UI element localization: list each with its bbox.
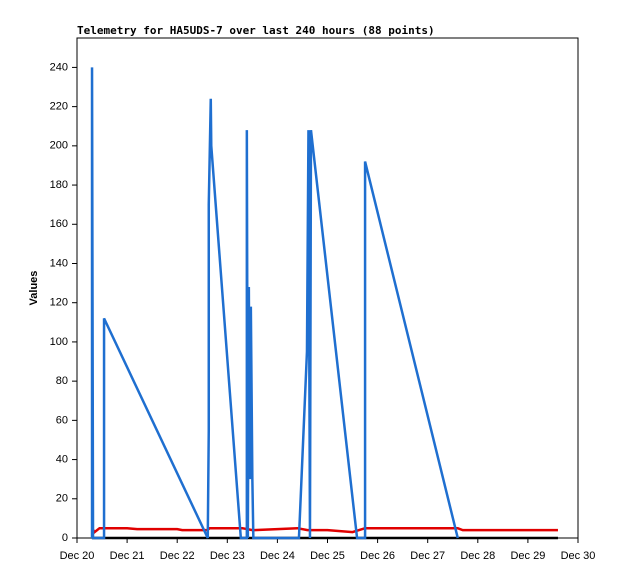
x-tick-label: Dec 21 (110, 550, 145, 562)
y-tick-label: 100 (50, 336, 68, 348)
x-tick-label: Dec 24 (260, 550, 295, 562)
x-tick-label: Dec 29 (510, 550, 545, 562)
plot-area (76, 37, 579, 539)
x-tick-label: Dec 30 (561, 550, 596, 562)
y-tick-label: 220 (50, 101, 68, 113)
x-tick-label: Dec 22 (160, 550, 195, 562)
y-tick-label: 140 (50, 257, 68, 269)
x-tick-label: Dec 23 (210, 550, 245, 562)
y-axis-label: Values (28, 271, 40, 306)
x-tick-label: Dec 28 (460, 550, 495, 562)
x-tick-label: Dec 20 (60, 550, 95, 562)
x-tick-label: Dec 25 (310, 550, 345, 562)
y-tick-label: 180 (50, 179, 68, 191)
y-tick-label: 200 (50, 140, 68, 152)
y-tick-label: 80 (56, 375, 68, 387)
y-tick-label: 40 (56, 453, 68, 465)
data-line (90, 67, 459, 540)
y-tick-label: 120 (50, 297, 68, 309)
y-tick-label: 240 (50, 61, 68, 73)
y-tick-label: 0 (62, 532, 68, 544)
x-tick-label: Dec 27 (410, 550, 445, 562)
chart-title: Telemetry for HA5UDS-7 over last 240 hou… (77, 24, 435, 37)
y-tick-label: 60 (56, 414, 68, 426)
y-tick-label: 160 (50, 218, 68, 230)
x-tick-label: Dec 26 (360, 550, 395, 562)
y-tick-label: 20 (56, 493, 68, 505)
